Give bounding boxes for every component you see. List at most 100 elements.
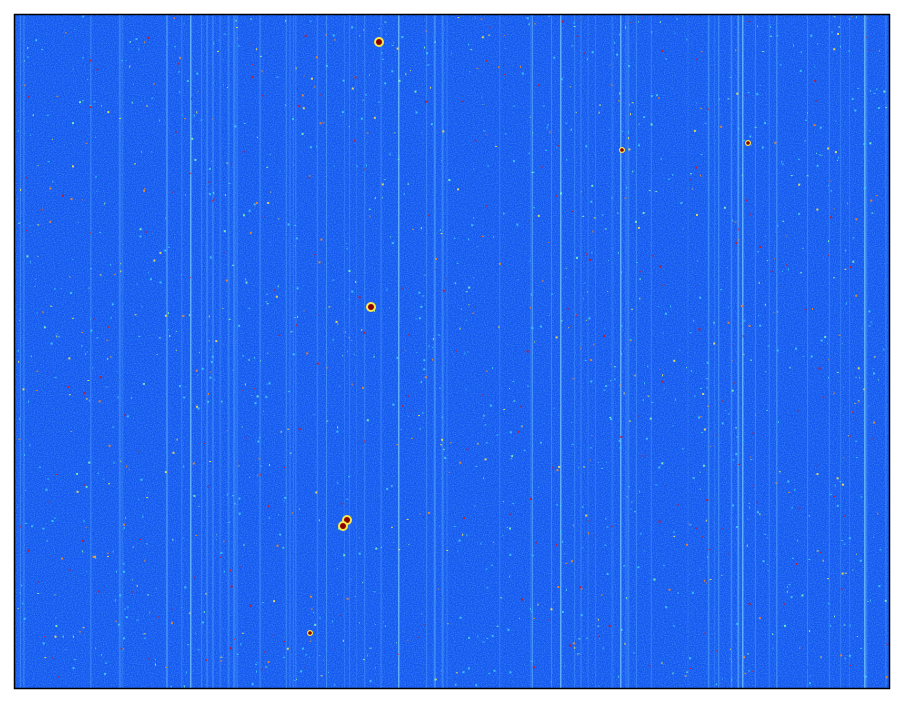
speckle — [643, 550, 645, 552]
speckle — [772, 647, 774, 649]
speckle — [876, 88, 878, 91]
speckle — [665, 606, 668, 609]
speckle — [489, 404, 492, 407]
speckle — [373, 116, 376, 119]
speckle — [85, 527, 87, 529]
speckle — [178, 385, 181, 388]
speckle — [348, 298, 350, 300]
speckle — [336, 430, 339, 433]
speckle — [495, 145, 498, 147]
speckle — [831, 31, 833, 34]
speckle — [756, 93, 759, 96]
speckle — [238, 512, 241, 515]
speckle — [556, 544, 558, 547]
speckle — [407, 183, 409, 186]
speckle — [183, 23, 185, 25]
speckle — [708, 353, 710, 355]
speckle — [503, 63, 505, 66]
speckle — [530, 293, 532, 296]
speckle — [695, 58, 698, 60]
column-streak — [718, 15, 720, 688]
speckle — [403, 193, 405, 196]
speckle — [797, 409, 799, 412]
speckle — [573, 26, 576, 28]
speckle — [125, 517, 127, 520]
speckle — [133, 83, 135, 85]
column-streak — [587, 15, 589, 688]
speckle — [224, 252, 226, 254]
speckle — [845, 302, 847, 305]
speckle — [159, 119, 161, 122]
speckle — [755, 413, 757, 416]
speckle — [364, 168, 366, 170]
speckle — [34, 285, 36, 287]
speckle — [133, 163, 136, 165]
speckle — [269, 154, 271, 156]
speckle — [198, 352, 200, 354]
speckle — [758, 314, 760, 316]
speckle — [650, 123, 653, 126]
speckle — [800, 51, 802, 54]
speckle — [241, 632, 244, 634]
speckle — [564, 665, 566, 667]
speckle — [502, 534, 504, 536]
speckle — [19, 309, 21, 311]
speckle — [459, 616, 462, 619]
speckle — [580, 588, 583, 590]
speckle — [380, 52, 383, 54]
speckle — [361, 386, 364, 389]
speckle — [171, 608, 173, 610]
speckle — [822, 559, 824, 562]
speckle — [185, 671, 187, 674]
speckle — [99, 231, 102, 233]
speckle — [51, 520, 54, 523]
speckle — [509, 527, 512, 530]
speckle — [535, 541, 537, 544]
speckle — [86, 397, 88, 400]
speckle — [385, 33, 387, 35]
speckle — [106, 552, 109, 554]
speckle — [453, 237, 456, 239]
speckle — [700, 153, 703, 155]
speckle — [32, 114, 34, 117]
speckle — [140, 150, 142, 153]
speckle — [580, 19, 582, 21]
speckle — [868, 325, 871, 327]
column-streak — [181, 15, 183, 688]
speckle — [565, 267, 567, 269]
speckle — [699, 387, 702, 389]
speckle — [749, 506, 751, 509]
speckle — [744, 673, 747, 675]
speckle — [93, 101, 96, 103]
speckle — [424, 376, 427, 379]
speckle — [448, 471, 450, 473]
speckle — [797, 158, 800, 160]
speckle — [308, 176, 310, 179]
speckle — [661, 462, 664, 465]
speckle — [144, 559, 146, 562]
speckle — [828, 240, 830, 243]
speckle — [414, 90, 417, 93]
speckle — [356, 165, 358, 168]
speckle — [727, 413, 730, 415]
speckle — [106, 339, 109, 341]
speckle — [582, 298, 584, 300]
speckle — [358, 622, 360, 624]
speckle — [690, 369, 692, 372]
speckle — [642, 212, 645, 215]
speckle — [70, 431, 72, 433]
speckle — [634, 220, 637, 223]
speckle — [95, 176, 98, 178]
speckle — [296, 287, 299, 290]
speckle — [640, 532, 642, 535]
speckle — [396, 356, 399, 359]
speckle — [384, 21, 387, 23]
speckle — [626, 597, 628, 600]
speckle — [686, 38, 688, 41]
speckle — [427, 214, 430, 216]
speckle — [140, 478, 143, 481]
speckle — [20, 188, 22, 191]
speckle — [844, 572, 847, 574]
speckle — [758, 281, 760, 284]
speckle — [761, 146, 764, 149]
